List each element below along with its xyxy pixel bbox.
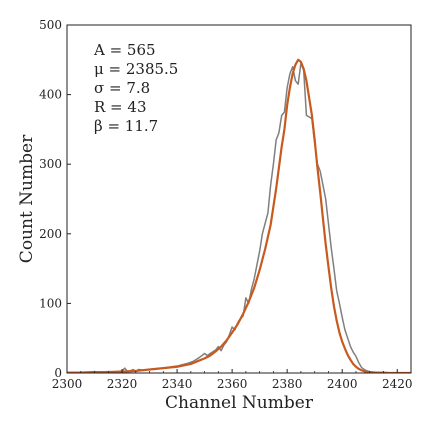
x-tick-label: 2300 [52,377,83,391]
fit-parameter-label: β = 11.7 [94,117,158,135]
y-tick-label: 100 [39,296,62,310]
x-tick-label: 2380 [272,377,303,391]
axes: 2300 2320 2340 2360 2380 2400 2420 0 100 200 300 40… [39,18,412,391]
plot-frame [66,24,412,374]
y-tick-label: 200 [39,227,62,241]
fit-parameter-label: σ = 7.8 [94,79,150,97]
fit-parameter-label: A = 565 [93,41,156,59]
x-tick-label: 2360 [217,377,248,391]
x-axis-label: Channel Number [165,393,314,413]
fit-curve [67,58,411,373]
x-tick-label: 2340 [162,377,193,391]
x-tick-label: 2420 [382,377,413,391]
x-tick-label: 2400 [327,377,358,391]
plot-area [67,58,411,373]
fit-parameter-label: R = 43 [94,98,147,116]
y-tick-label: 500 [39,18,62,32]
y-tick-label: 0 [54,366,62,380]
y-tick-label: 400 [39,88,62,102]
y-tick-label: 300 [39,157,62,171]
x-tick-label: 2320 [107,377,138,391]
y-axis-label: Count Number [17,134,37,263]
fit-parameter-label: μ = 2385.5 [94,60,178,78]
